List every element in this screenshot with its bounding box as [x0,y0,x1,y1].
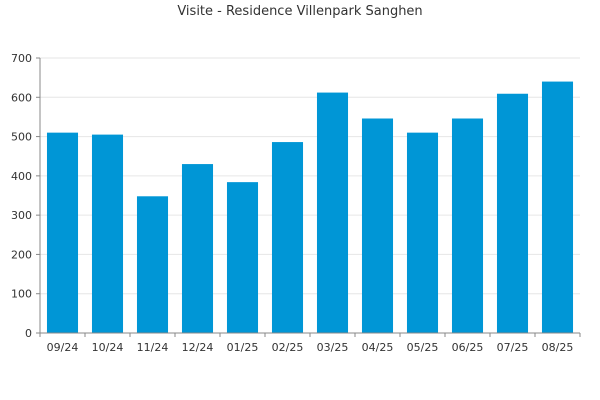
y-tick-label: 200 [11,248,32,261]
bar [226,182,259,333]
y-tick-label: 0 [25,327,32,340]
x-tick-label: 03/25 [317,341,349,354]
bar [271,142,304,333]
bars [46,81,574,333]
y-tick-label: 500 [11,131,32,144]
bar [316,92,349,333]
x-tick-label: 11/24 [137,341,169,354]
y-tick-label: 700 [11,52,32,65]
x-tick-label: 06/25 [452,341,484,354]
bar [136,196,169,333]
axes [36,57,581,337]
bar [496,93,529,333]
gridlines [40,57,580,295]
x-tick-label: 05/25 [407,341,439,354]
bar [361,118,394,333]
x-tick-label: 10/24 [92,341,124,354]
bar [46,132,79,333]
y-tick-label: 100 [11,288,32,301]
bar [91,134,124,333]
x-tick-label: 12/24 [182,341,214,354]
x-tick-label: 02/25 [272,341,304,354]
bar [451,118,484,333]
x-tick-label: 09/24 [47,341,79,354]
x-tick-label: 07/25 [497,341,529,354]
bar [406,132,439,333]
x-tick-label: 08/25 [542,341,574,354]
y-tick-label: 300 [11,209,32,222]
y-tick-label: 400 [11,170,32,183]
bar [541,81,574,333]
x-tick-label: 04/25 [362,341,394,354]
y-tick-label: 600 [11,91,32,104]
chart-title: Visite - Residence Villenpark Sanghen [177,4,423,19]
tick-labels: 0 100 200 300 400 500 600 700 09/24 10/24 11/24 12/… [11,52,573,354]
x-tick-label: 01/25 [227,341,259,354]
bar [181,164,214,333]
